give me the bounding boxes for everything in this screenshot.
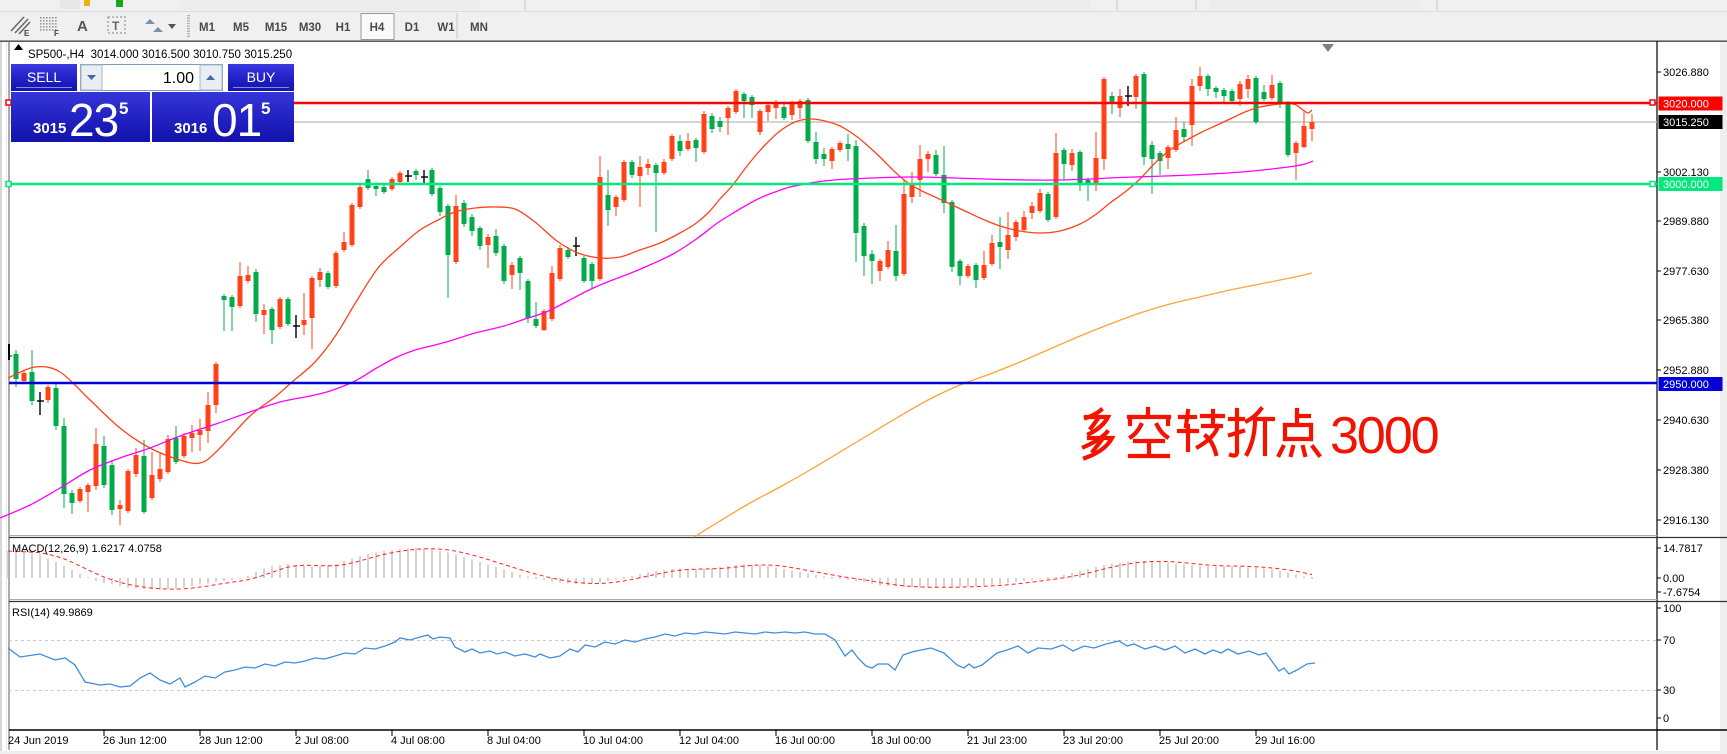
- svg-text:2940.630: 2940.630: [1663, 415, 1709, 427]
- svg-text:26 Jun 12:00: 26 Jun 12:00: [103, 735, 167, 747]
- svg-text:W1: W1: [437, 22, 455, 34]
- svg-text:3020.000: 3020.000: [1663, 99, 1709, 111]
- svg-text:2952.880: 2952.880: [1663, 365, 1709, 377]
- svg-text:10 Jul 04:00: 10 Jul 04:00: [583, 735, 643, 747]
- svg-text:5: 5: [261, 99, 270, 118]
- svg-text:2950.000: 2950.000: [1663, 379, 1709, 391]
- svg-text:24 Jun 2019: 24 Jun 2019: [8, 735, 69, 747]
- svg-text:16 Jul 00:00: 16 Jul 00:00: [775, 735, 835, 747]
- svg-text:BUY: BUY: [247, 69, 276, 85]
- svg-text:2928.380: 2928.380: [1663, 465, 1709, 477]
- svg-text:A: A: [77, 18, 88, 35]
- svg-text:-7.6754: -7.6754: [1663, 587, 1700, 599]
- svg-text:T: T: [112, 19, 120, 33]
- svg-text:E: E: [24, 29, 30, 38]
- svg-text:3016: 3016: [174, 120, 207, 137]
- svg-text:14.7817: 14.7817: [1663, 543, 1703, 555]
- svg-text:30: 30: [1663, 685, 1675, 697]
- svg-text:18 Jul 00:00: 18 Jul 00:00: [871, 735, 931, 747]
- svg-text:23 Jul 20:00: 23 Jul 20:00: [1063, 735, 1123, 747]
- svg-text:2916.130: 2916.130: [1663, 515, 1709, 527]
- svg-text:SP500-,H4 3014.000 3016.500 3: SP500-,H4 3014.000 3016.500 3010.750 301…: [28, 49, 292, 61]
- svg-text:3002.130: 3002.130: [1663, 167, 1709, 179]
- svg-text:5: 5: [119, 99, 128, 118]
- svg-text:2977.630: 2977.630: [1663, 266, 1709, 278]
- svg-text:28 Jun 12:00: 28 Jun 12:00: [199, 735, 263, 747]
- svg-text:H1: H1: [336, 22, 351, 34]
- svg-text:3026.880: 3026.880: [1663, 67, 1709, 79]
- svg-text:MN: MN: [470, 22, 488, 34]
- svg-text:2965.380: 2965.380: [1663, 315, 1709, 327]
- svg-text:M15: M15: [265, 22, 288, 34]
- svg-text:F: F: [54, 29, 59, 38]
- svg-text:1.00: 1.00: [163, 70, 194, 87]
- svg-text:25 Jul 20:00: 25 Jul 20:00: [1159, 735, 1219, 747]
- svg-text:100: 100: [1663, 603, 1681, 615]
- svg-text:M30: M30: [299, 22, 321, 34]
- svg-text:70: 70: [1663, 635, 1675, 647]
- svg-text:0: 0: [1663, 713, 1669, 725]
- svg-text:0.00: 0.00: [1663, 573, 1684, 585]
- svg-text:M1: M1: [199, 22, 216, 34]
- svg-text:3000: 3000: [1330, 407, 1438, 465]
- svg-text:23: 23: [69, 94, 118, 146]
- svg-text:01: 01: [212, 94, 261, 146]
- svg-text:H4: H4: [370, 22, 385, 34]
- svg-text:SELL: SELL: [27, 69, 61, 85]
- svg-text:2989.880: 2989.880: [1663, 216, 1709, 228]
- svg-text:3000.000: 3000.000: [1663, 179, 1709, 191]
- svg-text:RSI(14) 49.9869: RSI(14) 49.9869: [12, 607, 93, 619]
- svg-text:MACD(12,26,9) 1.6217 4.0758: MACD(12,26,9) 1.6217 4.0758: [12, 543, 162, 555]
- svg-text:12 Jul 04:00: 12 Jul 04:00: [679, 735, 739, 747]
- svg-text:3015: 3015: [33, 120, 66, 137]
- svg-text:D1: D1: [405, 22, 420, 34]
- svg-text:21 Jul 23:00: 21 Jul 23:00: [967, 735, 1027, 747]
- svg-text:8 Jul 04:00: 8 Jul 04:00: [487, 735, 541, 747]
- svg-text:3015.250: 3015.250: [1663, 117, 1709, 129]
- svg-text:29 Jul 16:00: 29 Jul 16:00: [1255, 735, 1315, 747]
- svg-text:4 Jul 08:00: 4 Jul 08:00: [391, 735, 445, 747]
- svg-text:2 Jul 08:00: 2 Jul 08:00: [295, 735, 349, 747]
- svg-text:M5: M5: [233, 22, 250, 34]
